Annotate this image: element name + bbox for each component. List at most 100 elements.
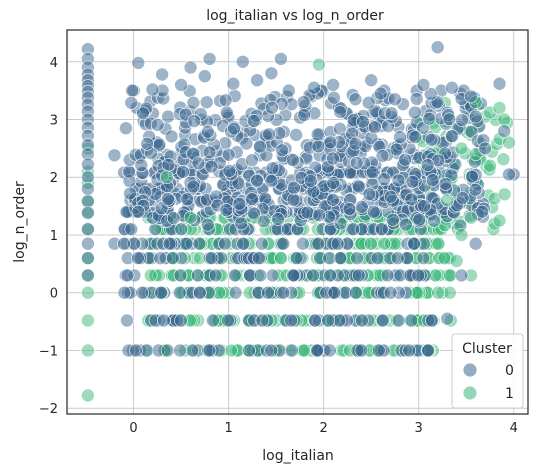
data-point-cluster-0 xyxy=(221,148,236,162)
data-point-cluster-0 xyxy=(161,109,175,124)
x-tick-label: 4 xyxy=(510,421,518,436)
data-point-cluster-0 xyxy=(117,236,131,251)
data-point-cluster-0 xyxy=(362,187,377,202)
data-point-cluster-0 xyxy=(417,199,431,213)
data-point-cluster-0 xyxy=(321,313,336,328)
data-point-cluster-0 xyxy=(252,251,266,265)
data-point-cluster-0 xyxy=(416,251,431,265)
data-point-cluster-0 xyxy=(255,236,269,251)
data-point-cluster-0 xyxy=(161,192,175,206)
data-point-cluster-0 xyxy=(201,124,215,139)
data-point-cluster-1 xyxy=(431,236,446,251)
data-point-cluster-0 xyxy=(372,343,386,358)
data-point-cluster-0 xyxy=(236,236,250,251)
data-point-cluster-0 xyxy=(398,152,412,167)
data-point-cluster-0 xyxy=(468,182,483,197)
data-point-cluster-0 xyxy=(253,268,268,283)
data-point-cluster-0 xyxy=(152,137,167,152)
data-point-cluster-1 xyxy=(431,285,445,300)
data-point-cluster-0 xyxy=(264,174,279,188)
data-point-cluster-0 xyxy=(364,73,379,87)
x-tick-label: 3 xyxy=(415,421,423,436)
y-axis-label: log_n_order xyxy=(12,181,28,263)
data-point-cluster-0 xyxy=(150,118,165,132)
data-point-cluster-0 xyxy=(502,167,516,182)
x-tick-label: 0 xyxy=(129,421,137,436)
data-point-cluster-0 xyxy=(186,95,201,110)
data-point-cluster-0 xyxy=(323,135,338,150)
data-point-cluster-0 xyxy=(404,192,419,207)
data-point-cluster-0 xyxy=(220,105,234,120)
data-point-cluster-0 xyxy=(423,87,438,101)
data-point-cluster-0 xyxy=(408,130,423,144)
data-point-cluster-0 xyxy=(374,222,389,236)
data-point-cluster-0 xyxy=(107,148,122,163)
data-point-cluster-0 xyxy=(393,130,407,144)
data-point-cluster-0 xyxy=(308,313,322,328)
data-point-cluster-0 xyxy=(312,208,326,223)
data-point-cluster-1 xyxy=(492,213,507,228)
data-point-cluster-0 xyxy=(247,114,261,128)
data-point-cluster-0 xyxy=(365,165,380,180)
data-point-cluster-0 xyxy=(391,313,406,328)
data-point-cluster-0 xyxy=(407,236,421,251)
data-point-cluster-0 xyxy=(306,268,320,283)
data-point-cluster-0 xyxy=(276,236,291,251)
data-point-cluster-0 xyxy=(464,89,478,104)
data-point-cluster-0 xyxy=(354,200,369,214)
data-point-cluster-0 xyxy=(131,56,146,70)
data-point-cluster-1 xyxy=(454,228,469,242)
data-point-cluster-0 xyxy=(204,251,219,265)
data-point-cluster-0 xyxy=(265,100,279,115)
data-point-cluster-0 xyxy=(454,268,469,283)
data-point-cluster-0 xyxy=(173,343,187,358)
data-point-cluster-0 xyxy=(478,141,493,156)
data-point-cluster-0 xyxy=(81,182,95,196)
data-point-cluster-0 xyxy=(218,236,232,251)
data-point-cluster-0 xyxy=(245,192,259,206)
data-point-cluster-0 xyxy=(274,52,288,66)
data-point-cluster-0 xyxy=(289,251,304,265)
data-point-cluster-1 xyxy=(496,152,511,166)
data-point-cluster-0 xyxy=(265,161,280,175)
data-point-cluster-0 xyxy=(245,153,259,167)
legend-label-cluster-0: 0 xyxy=(505,363,514,379)
data-point-cluster-0 xyxy=(153,251,167,265)
data-point-cluster-0 xyxy=(383,285,398,300)
data-point-cluster-0 xyxy=(122,164,136,179)
plot-frame xyxy=(66,29,529,415)
data-point-cluster-0 xyxy=(366,204,381,219)
y-tick-label: 2 xyxy=(50,171,58,186)
data-point-cluster-0 xyxy=(440,311,455,326)
data-point-cluster-0 xyxy=(81,170,95,184)
data-point-cluster-0 xyxy=(180,192,195,206)
data-point-cluster-0 xyxy=(323,268,337,283)
data-point-cluster-0 xyxy=(125,83,139,98)
data-point-cluster-0 xyxy=(191,156,206,171)
data-point-cluster-0 xyxy=(208,268,223,283)
x-axis-label: log_italian xyxy=(262,448,334,464)
data-point-cluster-0 xyxy=(377,172,392,186)
data-point-cluster-0 xyxy=(342,202,357,216)
data-point-cluster-0 xyxy=(424,313,439,328)
data-point-cluster-1 xyxy=(440,193,455,208)
data-point-cluster-0 xyxy=(124,222,139,236)
data-point-cluster-1 xyxy=(497,187,512,202)
data-point-cluster-0 xyxy=(404,313,419,328)
data-point-cluster-0 xyxy=(284,313,299,328)
data-point-cluster-0 xyxy=(264,343,279,358)
legend: Cluster 0 1 xyxy=(451,333,524,409)
data-point-cluster-0 xyxy=(81,222,95,236)
legend-label-cluster-1: 1 xyxy=(505,386,514,402)
data-point-cluster-0 xyxy=(348,285,363,300)
data-point-cluster-0 xyxy=(192,236,207,251)
data-point-cluster-0 xyxy=(286,268,301,283)
data-point-cluster-0 xyxy=(330,236,345,251)
data-point-cluster-0 xyxy=(422,111,437,126)
data-point-cluster-0 xyxy=(275,143,289,158)
data-point-cluster-0 xyxy=(326,193,340,207)
data-point-cluster-0 xyxy=(239,136,254,151)
data-point-cluster-0 xyxy=(370,251,385,265)
data-point-cluster-0 xyxy=(234,216,249,231)
